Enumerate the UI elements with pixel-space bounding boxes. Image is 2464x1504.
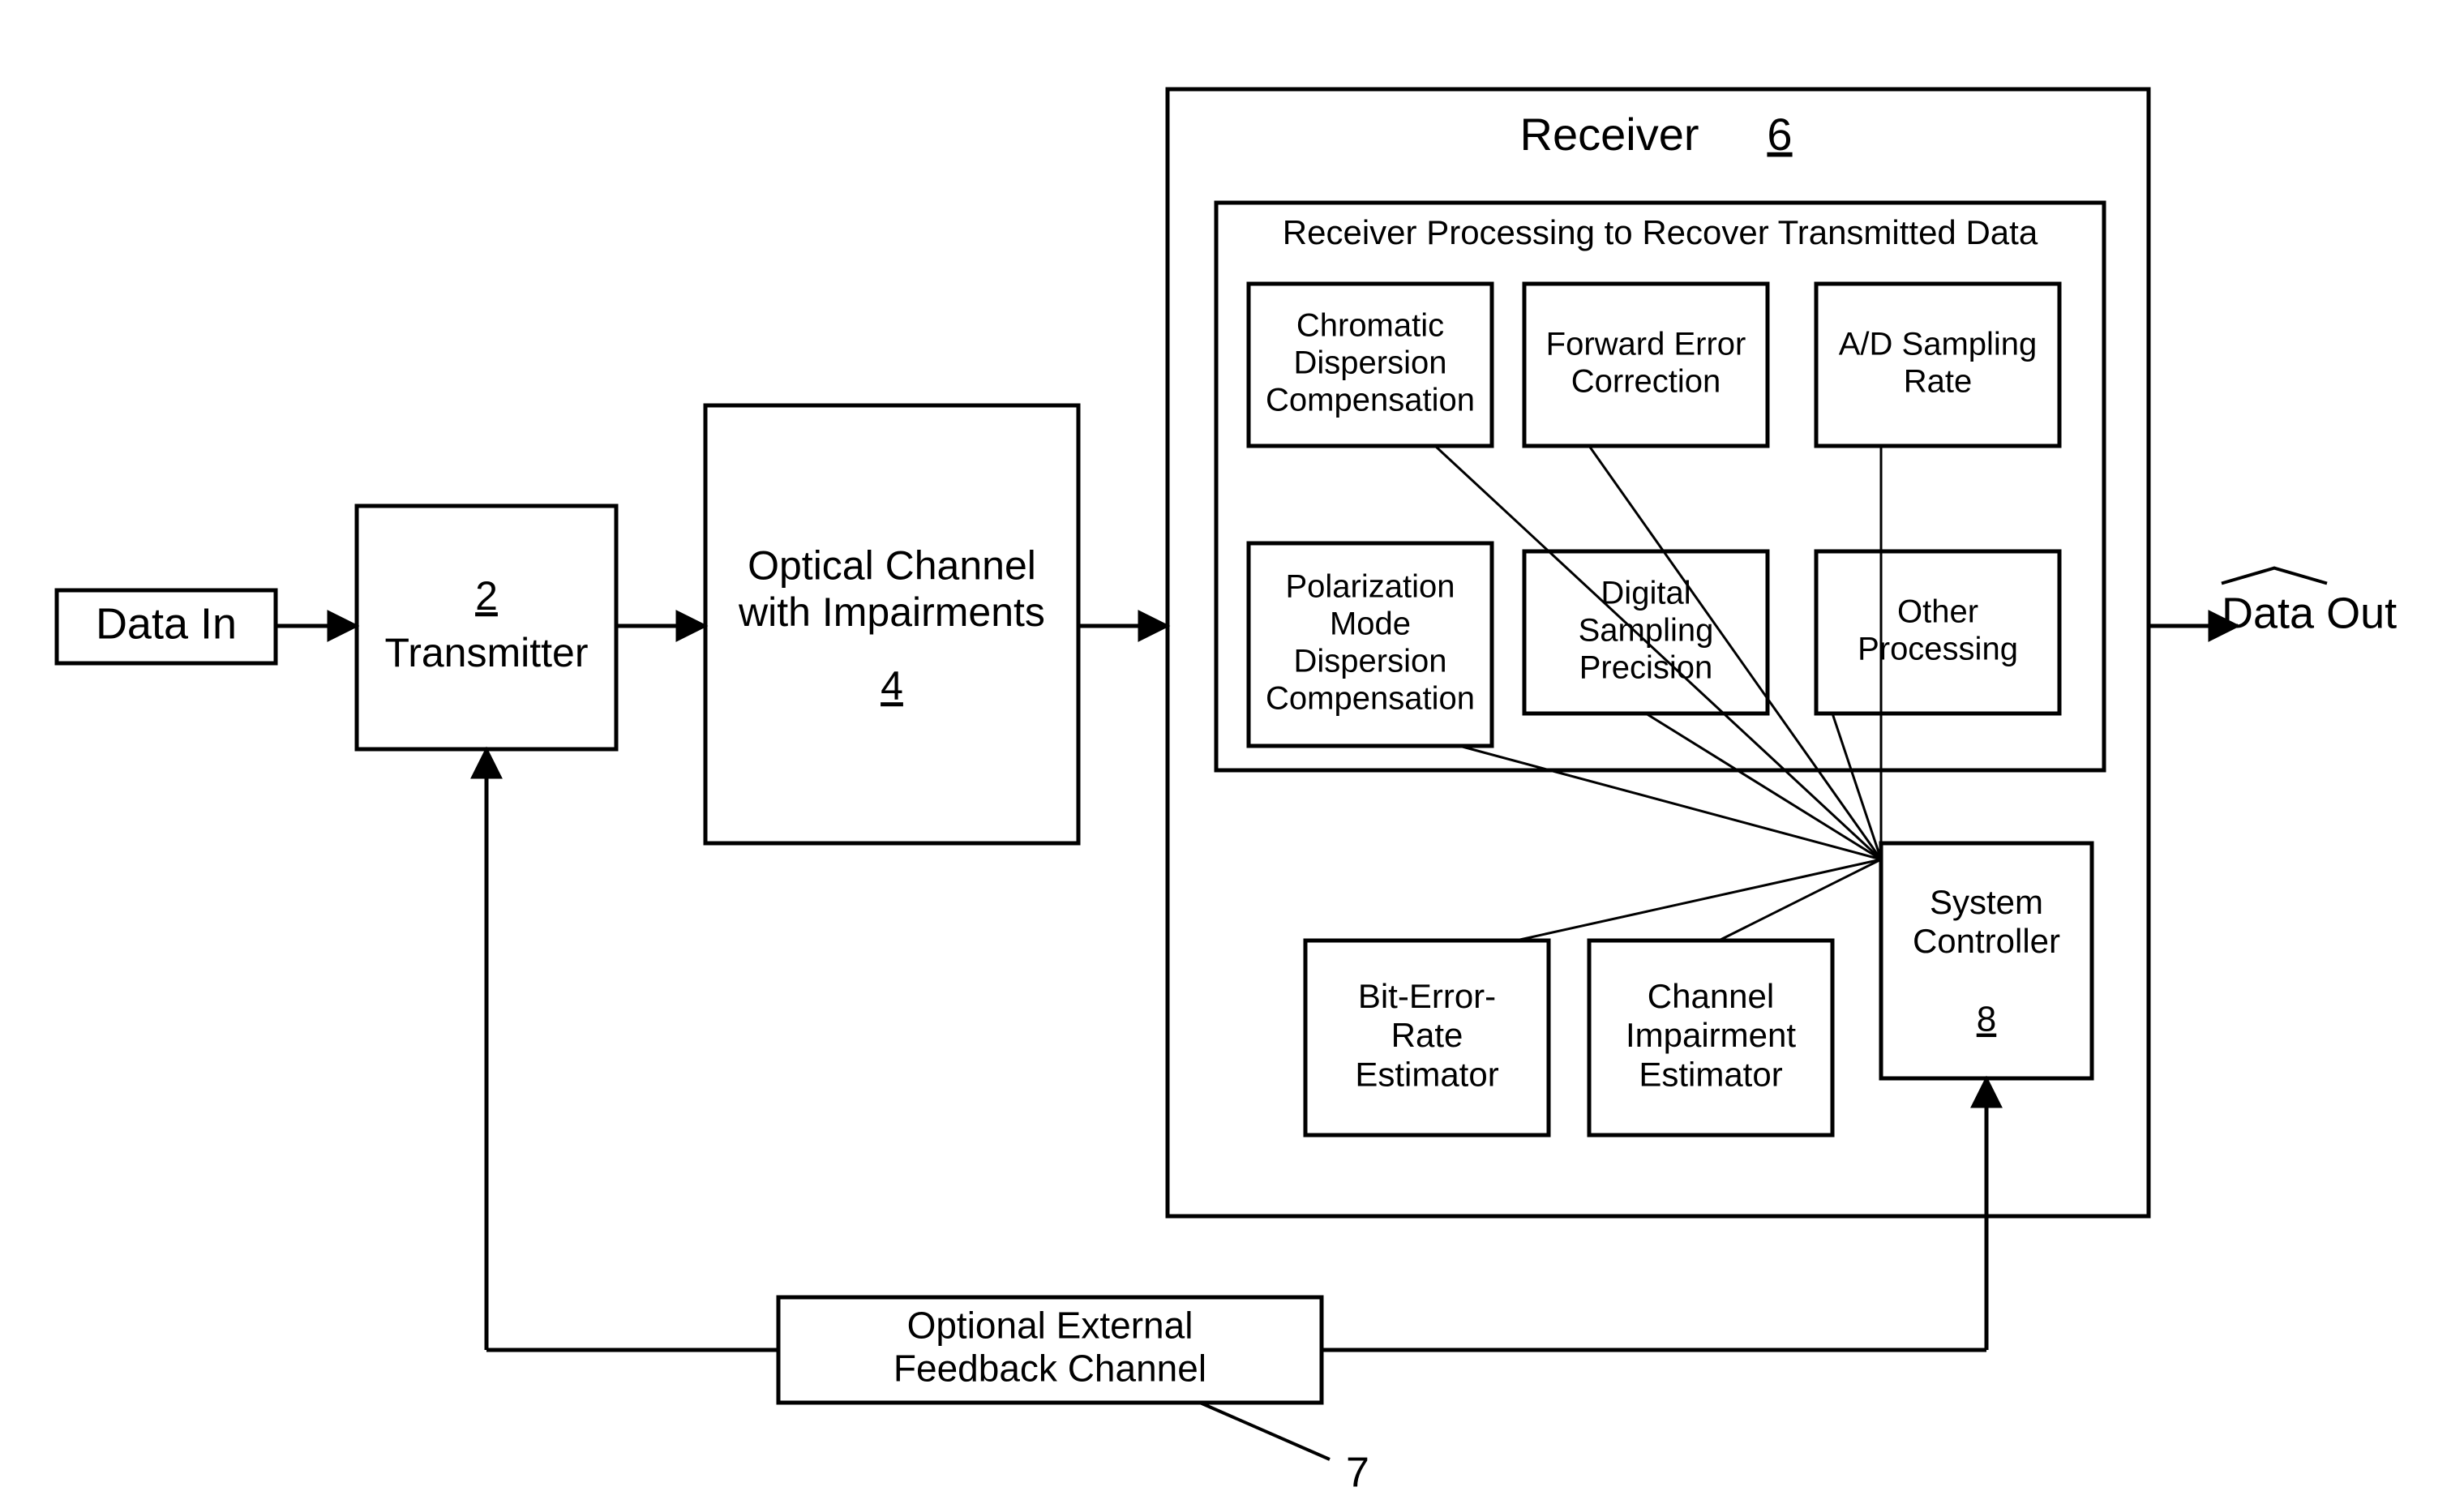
data-in-label: Data In xyxy=(96,599,237,648)
svg-text:A/D Sampling: A/D Sampling xyxy=(1839,327,2038,362)
processing-title: Receiver Processing to Recover Transmitt… xyxy=(1283,213,2038,251)
svg-text:Precision: Precision xyxy=(1579,650,1713,686)
transmitter-ref: 2 xyxy=(475,573,498,619)
svg-text:Rate: Rate xyxy=(1391,1016,1463,1054)
svg-text:Compensation: Compensation xyxy=(1266,681,1475,717)
svg-text:Other: Other xyxy=(1897,594,1978,630)
svg-text:Optional External: Optional External xyxy=(907,1305,1193,1347)
svg-text:Estimator: Estimator xyxy=(1639,1055,1782,1093)
channel-ref: 4 xyxy=(881,663,903,709)
svg-text:System: System xyxy=(1930,883,2043,921)
svg-text:Mode: Mode xyxy=(1330,606,1411,642)
svg-text:Optical Channel: Optical Channel xyxy=(748,542,1036,588)
svg-text:Polarization: Polarization xyxy=(1285,569,1455,605)
fb-leader xyxy=(1200,1403,1330,1459)
svg-text:with Impairments: with Impairments xyxy=(738,589,1045,635)
svg-text:Dispersion: Dispersion xyxy=(1294,644,1447,679)
svg-text:Channel: Channel xyxy=(1648,977,1774,1015)
transmitter-box xyxy=(357,506,616,749)
svg-text:Compensation: Compensation xyxy=(1266,383,1475,418)
receiver-title: Receiver xyxy=(1520,109,1699,160)
svg-text:Controller: Controller xyxy=(1913,922,2060,960)
svg-text:Estimator: Estimator xyxy=(1355,1055,1498,1093)
svg-text:Rate: Rate xyxy=(1904,364,1973,400)
svg-text:Feedback Channel: Feedback Channel xyxy=(893,1348,1206,1390)
svg-text:Dispersion: Dispersion xyxy=(1294,345,1447,381)
fan-line-3 xyxy=(1459,746,1881,859)
receiver-ref: 6 xyxy=(1767,109,1792,160)
svg-text:Forward Error: Forward Error xyxy=(1546,327,1746,362)
fan-line-4 xyxy=(1646,713,1881,859)
svg-text:Correction: Correction xyxy=(1571,364,1721,400)
data-out-hat xyxy=(2222,568,2327,584)
svg-text:Digital: Digital xyxy=(1601,576,1691,611)
system-controller-box xyxy=(1881,843,2092,1078)
transmitter-label: Transmitter xyxy=(385,630,589,675)
svg-text:Chromatic: Chromatic xyxy=(1296,308,1444,344)
fb-leader-label: 7 xyxy=(1346,1450,1369,1497)
data-out-label: Data Out xyxy=(2222,589,2397,637)
fan-line-7 xyxy=(1719,859,1881,941)
fan-line-6 xyxy=(1516,859,1881,941)
svg-text:Impairment: Impairment xyxy=(1626,1016,1796,1054)
sys-controller-ref: 8 xyxy=(1977,1000,1996,1039)
svg-text:Bit-Error-: Bit-Error- xyxy=(1358,977,1496,1015)
